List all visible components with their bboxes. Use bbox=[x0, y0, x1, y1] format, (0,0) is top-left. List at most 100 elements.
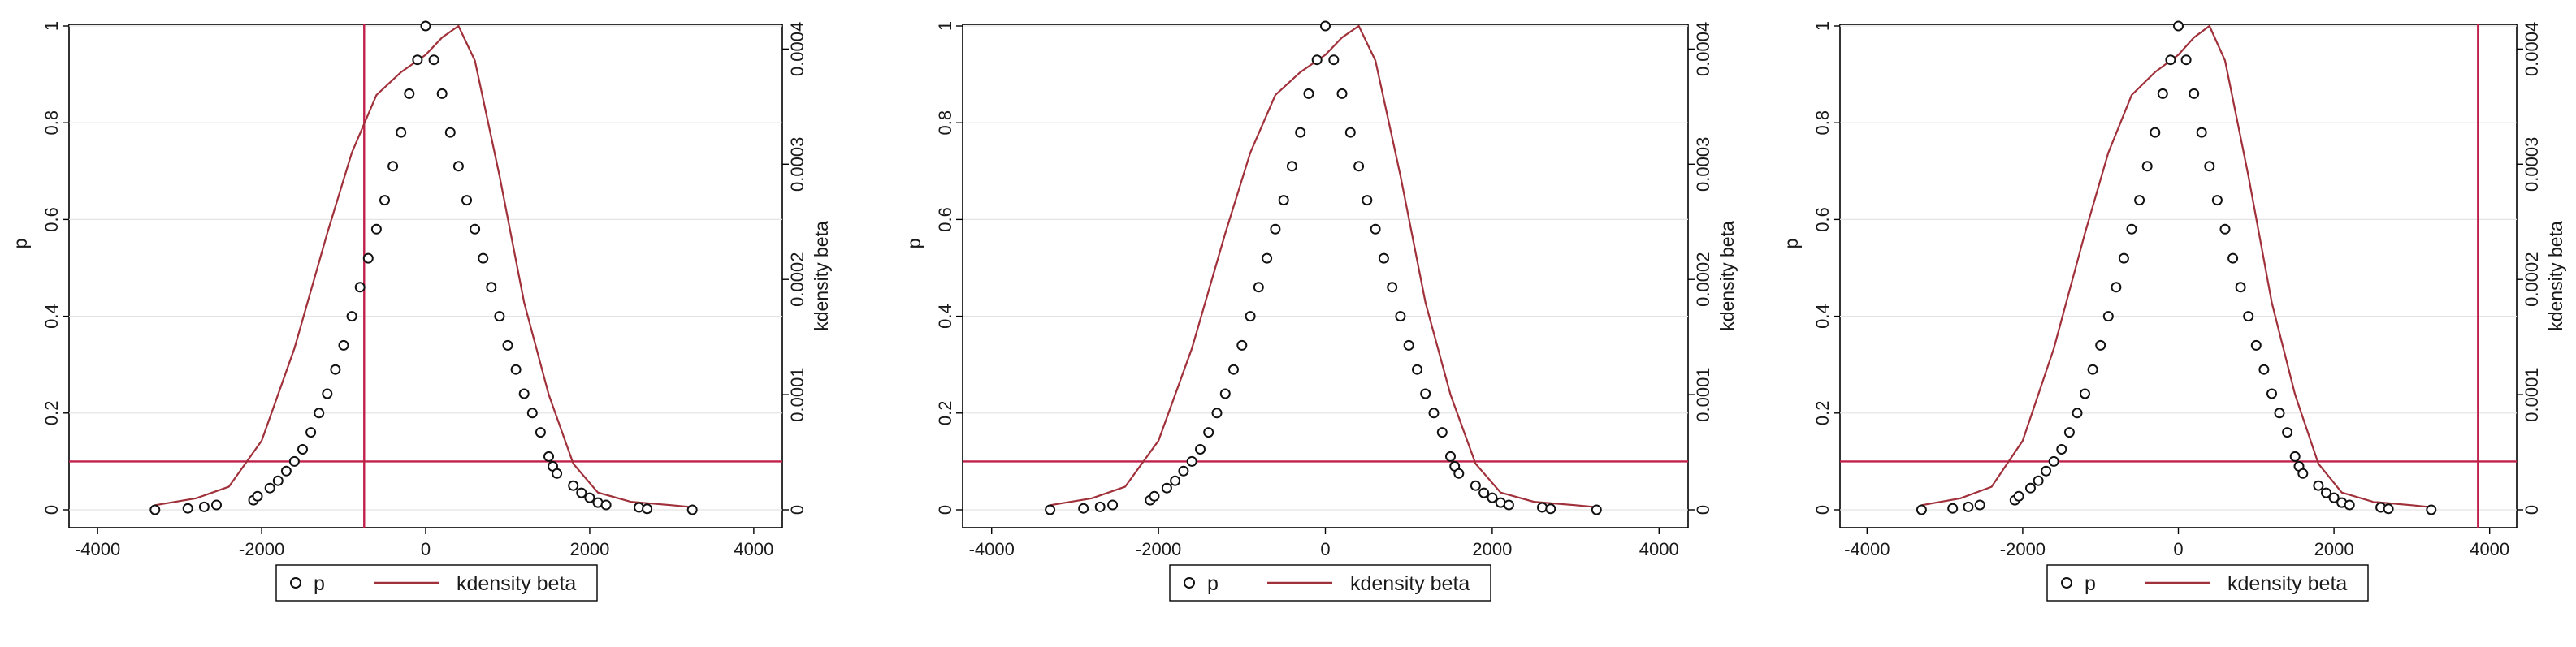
y2-tick-label: 0.0001 bbox=[2522, 367, 2542, 421]
scatter-point bbox=[2235, 282, 2246, 293]
legend-marker-p bbox=[2061, 577, 2072, 589]
scatter-point bbox=[494, 311, 505, 322]
x-tick-label: 4000 bbox=[2470, 539, 2509, 559]
scatter-point bbox=[600, 499, 612, 511]
y2-tick-label: 0.0004 bbox=[2522, 22, 2542, 76]
scatter-point bbox=[1545, 503, 1556, 515]
legend-label-p: p bbox=[1207, 572, 1219, 595]
scatter-point bbox=[2243, 311, 2254, 322]
x-tick-label: -4000 bbox=[75, 539, 120, 559]
scatter-point bbox=[2056, 444, 2067, 455]
scatter-point bbox=[1178, 465, 1189, 477]
y-tick-label: 0.2 bbox=[935, 401, 955, 426]
scatter-point bbox=[1470, 480, 1481, 491]
scatter-point bbox=[330, 364, 341, 375]
scatter-point bbox=[1295, 127, 1306, 138]
x-tick-label: -4000 bbox=[969, 539, 1015, 559]
x-tick-label: -2000 bbox=[1136, 539, 1181, 559]
scatter-point bbox=[2426, 504, 2437, 515]
scatter-point bbox=[1078, 503, 1089, 514]
scatter-point bbox=[2165, 54, 2176, 66]
scatter-point bbox=[1503, 499, 1514, 511]
y2-axis-label: kdensity beta bbox=[1717, 221, 1738, 331]
scatter-point bbox=[404, 88, 415, 99]
y-tick-label: 0.4 bbox=[1812, 304, 1833, 329]
scatter-point bbox=[1094, 501, 1106, 512]
scatter-point bbox=[198, 501, 210, 512]
scatter-point bbox=[338, 339, 349, 351]
y2-tick-label: 0 bbox=[1693, 505, 1713, 515]
scatter-point bbox=[346, 311, 357, 322]
scatter-point bbox=[297, 444, 308, 455]
chart-panel-2: 0 0.2 0.4 0.6 0.8 1 0 0.0001 0.0002 0.0003 0.0004 -… bbox=[903, 20, 1738, 602]
scatter-point bbox=[2383, 503, 2394, 515]
scatter-point bbox=[396, 127, 407, 138]
scatter-point bbox=[280, 465, 292, 477]
y2-axis-label: kdensity beta bbox=[811, 221, 832, 331]
scatter-point bbox=[1370, 223, 1381, 235]
scatter-point bbox=[1362, 195, 1373, 206]
x-tick-label: 0 bbox=[2173, 539, 2183, 559]
x-tick-label: 0 bbox=[1320, 539, 1330, 559]
scatter-point bbox=[182, 503, 193, 514]
scatter-point bbox=[1045, 504, 1056, 515]
scatter-point bbox=[576, 487, 587, 498]
scatter-point bbox=[305, 427, 317, 438]
legend-marker-p bbox=[290, 577, 301, 589]
scatter-point bbox=[543, 451, 554, 462]
scatter-point bbox=[2013, 490, 2024, 502]
y-tick-label: 0.8 bbox=[41, 110, 62, 136]
scatter-point bbox=[634, 502, 644, 513]
scatter-point bbox=[1336, 88, 1348, 99]
scatter-point bbox=[1228, 364, 1239, 375]
scatter-point bbox=[2258, 364, 2270, 375]
scatter-point bbox=[2282, 427, 2293, 438]
plot-frame bbox=[962, 24, 1689, 528]
y-tick-label: 0.8 bbox=[1812, 110, 1833, 136]
scatter-point bbox=[2118, 252, 2129, 264]
scatter-point bbox=[2134, 195, 2145, 206]
scatter-point bbox=[2025, 482, 2036, 494]
scatter-point bbox=[1211, 408, 1223, 419]
series-kdensity-line bbox=[1921, 24, 2435, 509]
y2-tick-label: 0.0002 bbox=[787, 252, 807, 307]
y-tick-label: 0.6 bbox=[41, 207, 62, 232]
scatter-point bbox=[526, 408, 538, 419]
y-tick-label: 0.2 bbox=[1812, 401, 1833, 426]
scatter-point bbox=[2157, 88, 2168, 99]
scatter-point bbox=[1487, 492, 1498, 503]
scatter-point bbox=[2063, 427, 2075, 438]
scatter-point bbox=[2087, 364, 2098, 375]
scatter-point bbox=[2219, 223, 2231, 235]
scatter-point bbox=[2328, 492, 2340, 503]
scatter-point bbox=[686, 504, 698, 515]
scatter-point bbox=[2204, 161, 2215, 172]
scatter-point bbox=[1963, 501, 1974, 512]
scatter-point bbox=[252, 490, 263, 502]
scatter-point bbox=[1149, 490, 1160, 502]
x-tick-label: 2000 bbox=[569, 539, 609, 559]
x-tick-label: -2000 bbox=[2000, 539, 2046, 559]
scatter-point bbox=[354, 282, 366, 293]
scatter-point bbox=[1236, 339, 1248, 351]
scatter-point bbox=[1253, 282, 1264, 293]
scatter-point bbox=[211, 499, 222, 511]
scatter-point bbox=[2344, 499, 2355, 511]
scatter-point bbox=[1403, 339, 1414, 351]
y-tick-label: 1 bbox=[41, 21, 62, 31]
scatter-point bbox=[322, 388, 333, 399]
scatter-point bbox=[478, 252, 489, 264]
scatter-point bbox=[552, 468, 563, 479]
scatter-point bbox=[1219, 388, 1231, 399]
y-tick-label: 0 bbox=[935, 505, 955, 515]
scatter-point bbox=[1286, 161, 1297, 172]
scatter-point bbox=[2250, 339, 2262, 351]
plot-frame bbox=[68, 24, 783, 528]
scatter-point bbox=[502, 339, 513, 351]
scatter-point bbox=[1436, 427, 1448, 438]
scatter-point bbox=[264, 482, 275, 494]
scatter-point bbox=[1378, 252, 1389, 264]
y2-tick-label: 0.0003 bbox=[787, 137, 807, 192]
scatter-point bbox=[1353, 161, 1365, 172]
scatter-point bbox=[1445, 451, 1456, 462]
